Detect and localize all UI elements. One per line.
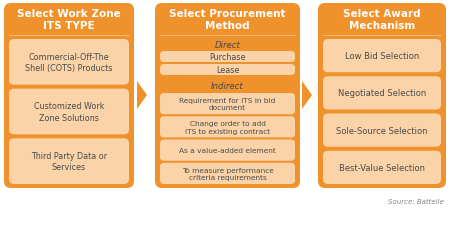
Polygon shape [137, 82, 147, 109]
Text: Customized Work
Zone Solutions: Customized Work Zone Solutions [34, 102, 104, 122]
Text: Indirect: Indirect [211, 82, 244, 91]
Text: Low Bid Selection: Low Bid Selection [345, 52, 419, 61]
Text: Change order to add
ITS to existing contract: Change order to add ITS to existing cont… [185, 121, 270, 134]
Text: As a value-added element: As a value-added element [179, 147, 276, 153]
Text: To measure performance
criteria requirements: To measure performance criteria requirem… [182, 167, 274, 180]
FancyBboxPatch shape [160, 52, 295, 63]
FancyBboxPatch shape [318, 4, 446, 188]
Text: Negotiated Selection: Negotiated Selection [338, 89, 426, 98]
FancyBboxPatch shape [9, 40, 129, 85]
Text: Lease: Lease [216, 66, 239, 75]
FancyBboxPatch shape [160, 94, 295, 115]
Text: Source: Battelle: Source: Battelle [388, 198, 444, 204]
Polygon shape [302, 82, 312, 109]
Text: Direct: Direct [215, 40, 240, 49]
FancyBboxPatch shape [323, 40, 441, 73]
FancyBboxPatch shape [323, 114, 441, 147]
FancyBboxPatch shape [323, 77, 441, 110]
FancyBboxPatch shape [9, 89, 129, 135]
FancyBboxPatch shape [4, 4, 134, 188]
Text: Sole-Source Selection: Sole-Source Selection [336, 126, 428, 135]
Text: Purchase: Purchase [209, 53, 246, 62]
Text: Best-Value Selection: Best-Value Selection [339, 163, 425, 172]
Text: Select Procurement
Method: Select Procurement Method [169, 9, 286, 31]
FancyBboxPatch shape [160, 140, 295, 161]
FancyBboxPatch shape [160, 117, 295, 138]
Text: Commercial-Off-The
Shell (COTS) Products: Commercial-Off-The Shell (COTS) Products [25, 53, 112, 73]
FancyBboxPatch shape [160, 65, 295, 76]
FancyBboxPatch shape [9, 139, 129, 184]
FancyBboxPatch shape [323, 151, 441, 184]
Text: Select Work Zone
ITS TYPE: Select Work Zone ITS TYPE [17, 9, 121, 31]
FancyBboxPatch shape [160, 163, 295, 184]
Text: Third Party Data or
Services: Third Party Data or Services [31, 152, 107, 171]
Text: Requirement for ITS in bid
document: Requirement for ITS in bid document [180, 97, 275, 111]
FancyBboxPatch shape [155, 4, 300, 188]
Text: Select Award
Mechanism: Select Award Mechanism [343, 9, 421, 31]
